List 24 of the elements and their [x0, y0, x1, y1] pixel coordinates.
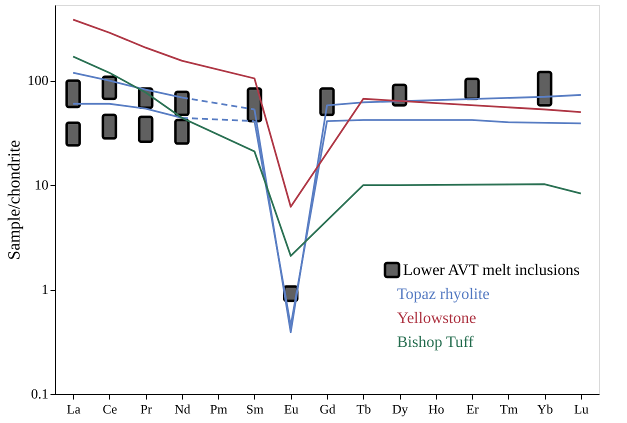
x-tick-label: Eu	[284, 402, 299, 416]
y-tick-label: 100	[28, 74, 48, 90]
y-axis-title: Sample/chondrite	[4, 140, 24, 260]
x-tick-label: Ho	[428, 402, 444, 416]
x-tick-label: Tm	[500, 402, 518, 416]
text: Topaz rhyolite	[397, 286, 490, 303]
x-tick-label: Pm	[210, 402, 228, 416]
text: Yellowstone	[397, 310, 476, 327]
legend-label: Lower AVT melt inclusions	[403, 262, 580, 279]
x-tick-label: Sm	[246, 402, 264, 416]
x-tick-label: Pr	[140, 402, 153, 416]
text: Bishop Tuff	[397, 334, 474, 351]
x-tick-label: Dy	[392, 402, 408, 416]
x-tick-label: Gd	[320, 402, 336, 416]
x-tick-label: Tb	[356, 402, 371, 416]
x-tick-label: Ce	[102, 402, 118, 416]
x-tick-label: La	[66, 402, 81, 416]
y-tick-label: 1	[42, 283, 48, 298]
x-tick-label: Yb	[537, 402, 554, 416]
x-tick-label: Lu	[574, 402, 590, 416]
x-tick-label: Nd	[174, 402, 191, 416]
x-tick-label: Er	[466, 402, 480, 416]
y-tick-label: 10	[34, 178, 48, 194]
y-tick-label: 0.1	[31, 388, 48, 402]
